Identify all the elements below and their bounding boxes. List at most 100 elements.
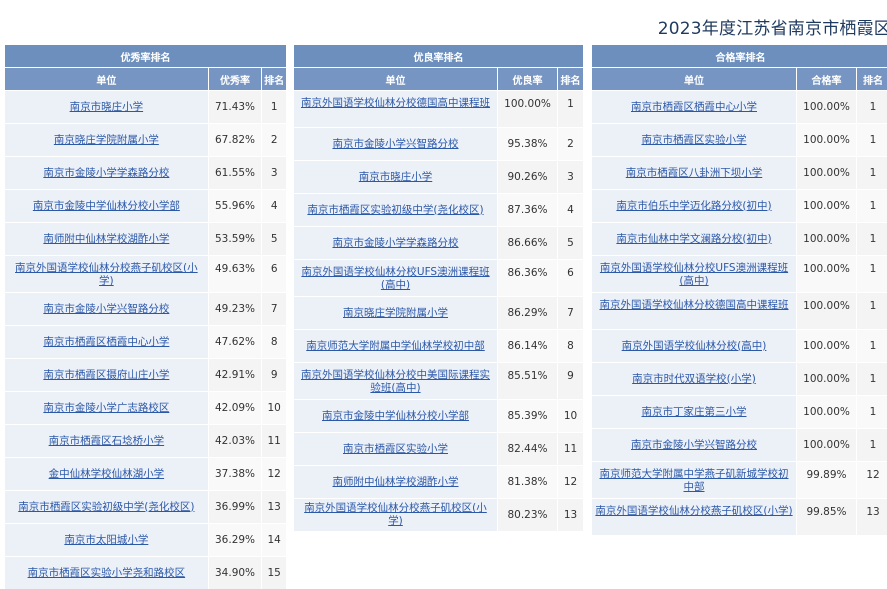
school-link[interactable]: 南京市栖霞区实验初级中学(尧化校区) (18, 500, 195, 513)
rate-cell: 42.91% (208, 358, 263, 391)
rate-cell: 99.85% (797, 498, 857, 535)
school-link[interactable]: 金中仙林学校仙林湖小学 (48, 467, 165, 480)
school-link[interactable]: 南京市栖霞区八卦洲下坝小学 (625, 166, 763, 179)
table-row: 南京市栖霞区栖霞中心小学 47.62% 8 (5, 325, 287, 358)
school-link[interactable]: 南京市金陵小学兴智路分校 (332, 137, 459, 150)
rate-cell: 86.29% (498, 296, 558, 329)
unit-cell: 南京市伯乐中学迈化路分校(初中) (592, 189, 797, 222)
rate-cell: 71.43% (208, 90, 263, 123)
rate-header: 优秀率 (208, 67, 263, 90)
rate-cell: 85.51% (498, 362, 558, 399)
table-row: 南京外国语学校仙林分校燕子矶校区(小学) 99.85% 13 (592, 498, 887, 535)
unit-cell: 南京市栖霞区实验初级中学(尧化校区) (294, 193, 498, 226)
rank-cell: 1 (857, 90, 887, 123)
table-row: 南京市栖霞区实验小学 100.00% 1 (592, 123, 887, 156)
rank-cell: 8 (558, 329, 584, 362)
school-link[interactable]: 南京市太阳城小学 (64, 533, 149, 546)
rate-cell: 49.23% (208, 292, 263, 325)
school-link[interactable]: 南京师范大学附属中学仙林学校初中部 (306, 339, 485, 352)
rank-cell: 5 (262, 222, 287, 255)
school-link[interactable]: 南师附中仙林学校湖酢小学 (332, 475, 459, 488)
school-link[interactable]: 南京市栖霞区实验小学 (641, 133, 747, 146)
table-row: 南京市栖霞区八卦洲下坝小学 100.00% 1 (592, 156, 887, 189)
school-link[interactable]: 南京外国语学校仙林分校德国高中课程班 (599, 299, 789, 311)
rate-cell: 82.44% (498, 432, 558, 465)
rank-cell: 1 (857, 362, 887, 395)
school-link[interactable]: 南京外国语学校仙林分校德国高中课程班 (301, 97, 490, 109)
unit-cell: 南京市金陵小学兴智路分校 (592, 428, 797, 461)
table-row: 南京外国语学校仙林分校UFS澳洲课程班(高中) 100.00% 1 (592, 255, 887, 292)
rank-cell: 9 (558, 362, 584, 399)
table-row: 南京师范大学附属中学仙林学校初中部 86.14% 8 (294, 329, 584, 362)
school-link[interactable]: 南京市仙林中学文澜路分校(初中) (616, 232, 772, 245)
unit-cell: 南京师范大学附属中学仙林学校初中部 (294, 329, 498, 362)
rank-cell: 1 (857, 123, 887, 156)
rank-header: 排名 (262, 67, 287, 90)
rank-cell: 3 (558, 160, 584, 193)
school-link[interactable]: 南京市栖霞区摄府山庄小学 (43, 368, 170, 381)
school-link[interactable]: 南京市丁家庄第三小学 (641, 405, 747, 418)
school-link[interactable]: 南京外国语学校仙林分校燕子矶校区(小学) (304, 502, 487, 527)
school-link[interactable]: 南京晓庄学院附属小学 (53, 133, 159, 146)
unit-cell: 南京外国语学校仙林分校燕子矶校区(小学) (5, 255, 209, 292)
rank-cell: 12 (558, 465, 584, 498)
school-link[interactable]: 南京市栖霞区实验小学 (343, 442, 448, 455)
table-row: 南京市栖霞区石埝桥小学 42.03% 11 (5, 424, 287, 457)
table-row: 金中仙林学校仙林湖小学 37.38% 12 (5, 457, 287, 490)
rank-cell: 11 (558, 432, 584, 465)
rank-cell: 15 (262, 556, 287, 589)
table-row: 南京市时代双语学校(小学) 100.00% 1 (592, 362, 887, 395)
rate-cell: 36.29% (208, 523, 263, 556)
school-link[interactable]: 南京市栖霞区栖霞中心小学 (43, 335, 170, 348)
table-row: 南京市金陵中学仙林分校小学部 55.96% 4 (5, 189, 287, 222)
excellent-rate-table: 优秀率排名 单位 优秀率 排名 南京市晓庄小学 71.43% 1 南京晓庄学院附属小学 67.8… (5, 45, 287, 589)
school-link[interactable]: 南京市伯乐中学迈化路分校(初中) (616, 199, 772, 212)
school-link[interactable]: 南京市栖霞区石埝桥小学 (48, 434, 165, 447)
school-link[interactable]: 南京市金陵小学兴智路分校 (43, 302, 170, 315)
table-row: 南京市金陵小学学森路分校 61.55% 3 (5, 156, 287, 189)
school-link[interactable]: 南京市金陵小学学森路分校 (332, 236, 459, 249)
school-link[interactable]: 南京晓庄学院附属小学 (343, 306, 448, 319)
school-link[interactable]: 南京市金陵中学仙林分校小学部 (322, 409, 469, 422)
school-link[interactable]: 南京市金陵小学学森路分校 (43, 166, 170, 179)
school-link[interactable]: 南京市晓庄小学 (69, 100, 144, 113)
rate-cell: 67.82% (208, 123, 263, 156)
rate-cell: 42.09% (208, 391, 263, 424)
school-link[interactable]: 南京外国语学校仙林分校中美国际课程实验班(高中) (301, 369, 490, 394)
school-link[interactable]: 南京市栖霞区栖霞中心小学 (631, 100, 757, 113)
unit-cell: 南京市栖霞区八卦洲下坝小学 (592, 156, 797, 189)
table-row: 南京市金陵小学兴智路分校 100.00% 1 (592, 428, 887, 461)
rate-cell: 100.00% (797, 255, 857, 292)
school-link[interactable]: 南京外国语学校仙林分校UFS澳洲课程班(高中) (599, 262, 789, 287)
school-link[interactable]: 南京市金陵中学仙林分校小学部 (32, 199, 180, 212)
school-link[interactable]: 南京外国语学校仙林分校UFS澳洲课程班(高中) (301, 266, 490, 291)
rank-cell: 5 (558, 226, 584, 259)
school-link[interactable]: 南京市晓庄小学 (358, 170, 433, 183)
table-row: 南京市栖霞区实验初级中学(尧化校区) 36.99% 13 (5, 490, 287, 523)
table-row: 南京外国语学校仙林分校燕子矶校区(小学) 80.23% 13 (294, 498, 584, 531)
table-row: 南京市仙林中学文澜路分校(初中) 100.00% 1 (592, 222, 887, 255)
rank-cell: 4 (262, 189, 287, 222)
rank-cell: 1 (857, 428, 887, 461)
school-link[interactable]: 南京市时代双语学校(小学) (632, 372, 756, 385)
school-link[interactable]: 南京市栖霞区实验小学尧和路校区 (27, 566, 186, 579)
rank-cell: 1 (857, 255, 887, 292)
table-row: 南京市栖霞区实验初级中学(尧化校区) 87.36% 4 (294, 193, 584, 226)
rank-cell: 1 (857, 156, 887, 189)
school-link[interactable]: 南京师范大学附属中学燕子矶新城学校初中部 (599, 468, 789, 493)
school-link[interactable]: 南京外国语学校仙林分校燕子矶校区(小学) (15, 262, 198, 287)
rank-cell: 1 (857, 329, 887, 362)
unit-cell: 南京市栖霞区摄府山庄小学 (5, 358, 209, 391)
school-link[interactable]: 南师附中仙林学校湖酢小学 (43, 232, 170, 245)
unit-cell: 南京外国语学校仙林分校德国高中课程班 (294, 90, 498, 127)
good-rate-table: 优良率排名 单位 优良率 排名 南京外国语学校仙林分校德国高中课程班 100.00% 1 南京… (294, 45, 584, 531)
rank-cell: 1 (857, 222, 887, 255)
rank-cell: 12 (262, 457, 287, 490)
school-link[interactable]: 南京市金陵小学广志路校区 (43, 401, 170, 414)
unit-cell: 南京市太阳城小学 (5, 523, 209, 556)
school-link[interactable]: 南京外国语学校仙林分校(高中) (621, 339, 767, 352)
unit-cell: 南京市栖霞区栖霞中心小学 (592, 90, 797, 123)
school-link[interactable]: 南京市栖霞区实验初级中学(尧化校区) (307, 203, 484, 216)
school-link[interactable]: 南京市金陵小学兴智路分校 (631, 438, 757, 451)
school-link[interactable]: 南京外国语学校仙林分校燕子矶校区(小学) (595, 505, 793, 517)
